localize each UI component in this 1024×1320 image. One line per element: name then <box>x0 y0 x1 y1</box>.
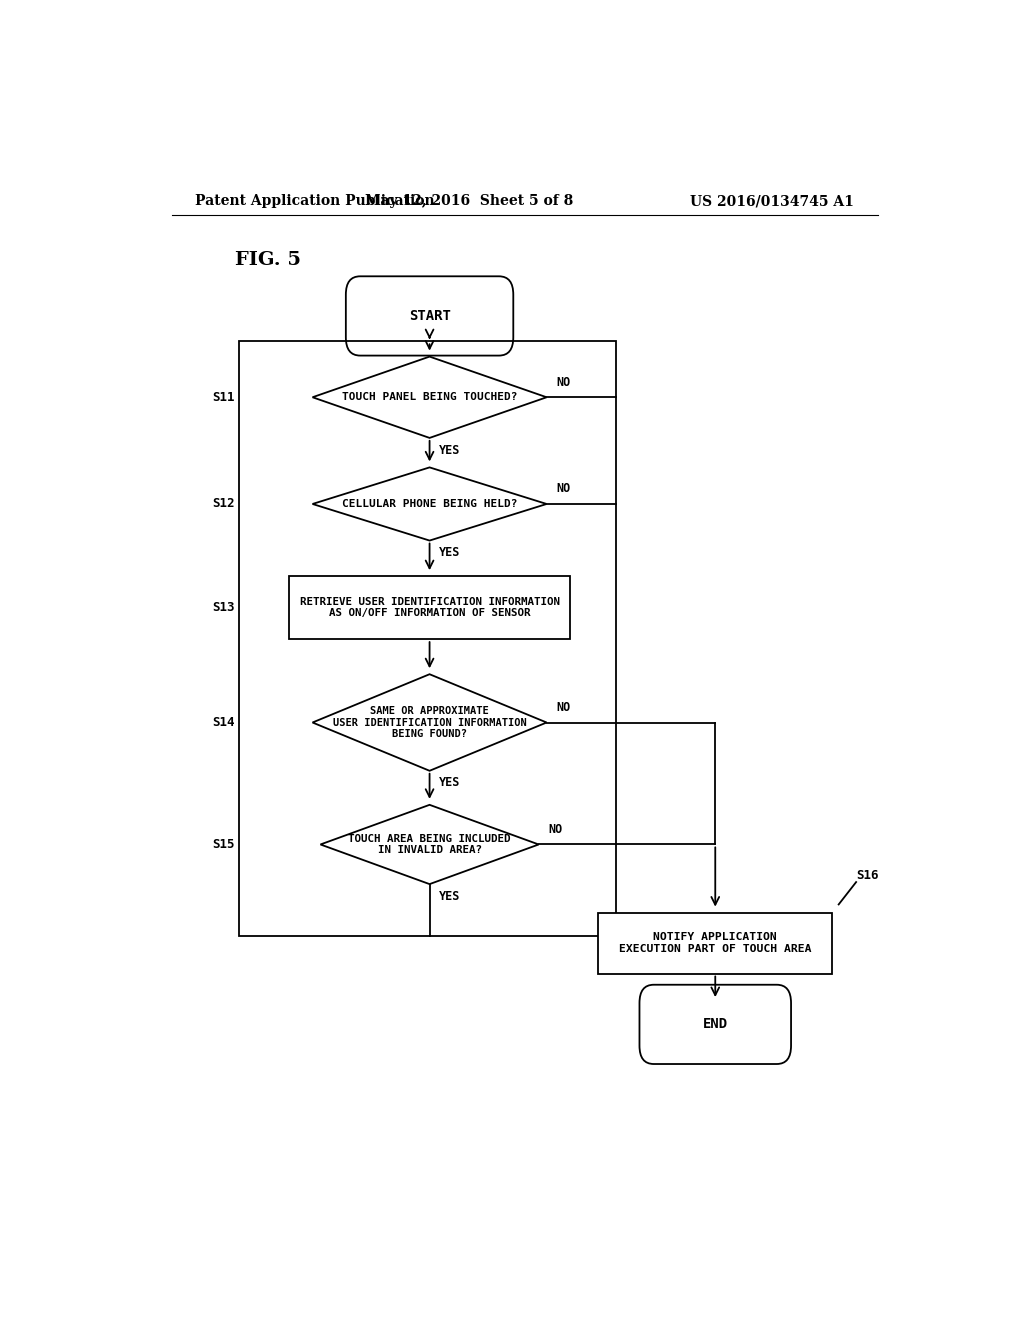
Text: US 2016/0134745 A1: US 2016/0134745 A1 <box>690 194 854 209</box>
Text: TOUCH PANEL BEING TOUCHED?: TOUCH PANEL BEING TOUCHED? <box>342 392 517 403</box>
Text: Patent Application Publication: Patent Application Publication <box>196 194 435 209</box>
Text: TOUCH AREA BEING INCLUDED
IN INVALID AREA?: TOUCH AREA BEING INCLUDED IN INVALID ARE… <box>348 834 511 855</box>
Text: S12: S12 <box>213 498 236 511</box>
Polygon shape <box>312 467 547 541</box>
Text: YES: YES <box>439 444 461 457</box>
Text: S13: S13 <box>213 601 236 614</box>
Text: S16: S16 <box>856 869 879 882</box>
Text: NO: NO <box>556 701 570 714</box>
Bar <box>598 912 833 974</box>
Polygon shape <box>312 675 547 771</box>
Text: S15: S15 <box>213 838 236 851</box>
Text: NO: NO <box>556 482 570 495</box>
Text: S11: S11 <box>213 391 236 404</box>
Text: NO: NO <box>548 822 562 836</box>
FancyBboxPatch shape <box>346 276 513 355</box>
Text: NOTIFY APPLICATION
EXECUTION PART OF TOUCH AREA: NOTIFY APPLICATION EXECUTION PART OF TOU… <box>620 932 811 954</box>
Text: END: END <box>702 1018 728 1031</box>
Text: YES: YES <box>439 890 461 903</box>
Text: START: START <box>409 309 451 323</box>
Text: May 12, 2016  Sheet 5 of 8: May 12, 2016 Sheet 5 of 8 <box>366 194 573 209</box>
FancyBboxPatch shape <box>639 985 792 1064</box>
Text: NO: NO <box>556 375 570 388</box>
Polygon shape <box>321 805 539 884</box>
Text: RETRIEVE USER IDENTIFICATION INFORMATION
AS ON/OFF INFORMATION OF SENSOR: RETRIEVE USER IDENTIFICATION INFORMATION… <box>300 597 559 619</box>
Text: YES: YES <box>439 546 461 560</box>
Text: YES: YES <box>439 776 461 789</box>
Text: S14: S14 <box>213 715 236 729</box>
Text: FIG. 5: FIG. 5 <box>236 251 301 269</box>
Text: CELLULAR PHONE BEING HELD?: CELLULAR PHONE BEING HELD? <box>342 499 517 510</box>
Bar <box>289 576 570 639</box>
Polygon shape <box>312 356 547 438</box>
Bar <box>240 342 616 936</box>
Text: SAME OR APPROXIMATE
USER IDENTIFICATION INFORMATION
BEING FOUND?: SAME OR APPROXIMATE USER IDENTIFICATION … <box>333 706 526 739</box>
